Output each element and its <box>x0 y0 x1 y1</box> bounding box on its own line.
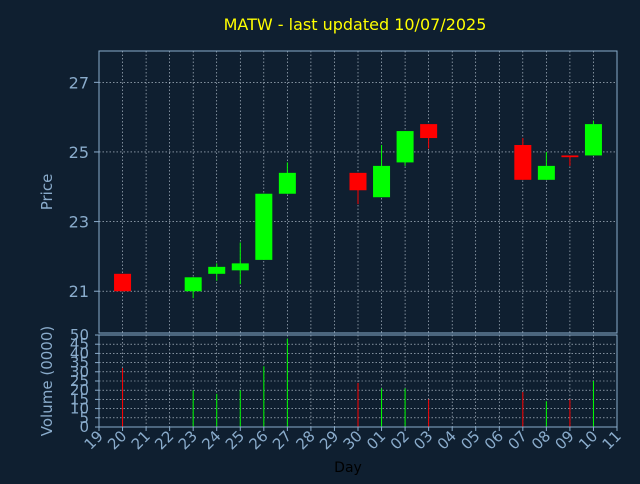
x-tick-label: 27 <box>269 427 295 453</box>
candle-body <box>114 273 132 292</box>
x-tick-label: 24 <box>198 427 224 453</box>
candle <box>114 273 132 292</box>
volume-y-tick-label: 15 <box>70 390 89 408</box>
volume-y-tick-label: 40 <box>70 344 89 362</box>
candle-body <box>231 263 249 271</box>
x-tick-label: 10 <box>575 427 601 453</box>
x-tick-label: 25 <box>222 427 248 453</box>
candle <box>420 124 438 149</box>
volume-y-tick-label: 30 <box>70 363 89 381</box>
candle-body <box>208 266 226 274</box>
candle <box>396 131 414 166</box>
candle <box>231 242 249 285</box>
x-tick-label: 02 <box>387 427 413 453</box>
price-panel: 21 23 25 27 <box>69 50 618 334</box>
candle <box>278 162 296 194</box>
candle <box>537 151 555 180</box>
candle-body <box>396 131 414 163</box>
candle <box>514 138 532 180</box>
candle-body <box>184 277 202 292</box>
candle <box>561 155 579 166</box>
candle <box>184 277 202 299</box>
x-tick-label: 04 <box>434 427 460 453</box>
price-frame <box>98 50 618 334</box>
candle-body <box>278 172 296 194</box>
candle <box>208 263 226 281</box>
volume-y-tick-label: 10 <box>70 400 89 418</box>
x-tick-label: 30 <box>340 427 366 453</box>
volume-y-tick-label: 35 <box>70 354 89 372</box>
volume-y-tick-label: 5 <box>79 409 89 427</box>
candle-body <box>514 145 532 180</box>
x-axis-label: Day <box>334 460 362 476</box>
candle-body <box>373 165 391 198</box>
price-y-tick-label: 25 <box>69 143 89 162</box>
candle-body <box>255 193 273 260</box>
volume-y-tick-label: 25 <box>70 372 89 390</box>
volume-y-tick-label: 45 <box>70 335 89 353</box>
candle-body <box>537 165 555 180</box>
x-tick-label: 05 <box>457 427 483 453</box>
x-tick-label: 07 <box>504 427 530 453</box>
candle-body <box>349 172 367 191</box>
volume-y-tick-label: 0 <box>79 418 89 436</box>
x-tick-label: 11 <box>599 427 625 453</box>
candle-body <box>584 124 602 156</box>
volume-y-tick-label: 20 <box>70 381 89 399</box>
price-axis-label: Price <box>38 174 56 211</box>
price-y-tick-label: 21 <box>69 282 89 301</box>
candle-body <box>420 124 438 139</box>
candle-body <box>561 155 579 158</box>
candle <box>255 193 273 260</box>
volume-y-tick-label: 50 <box>70 326 89 344</box>
price-y-tick-label: 27 <box>69 73 89 92</box>
x-tick-label: 09 <box>552 427 578 453</box>
x-tick-label: 20 <box>104 427 130 453</box>
candle <box>584 120 602 156</box>
x-tick-label: 23 <box>175 427 201 453</box>
x-tick-label: 28 <box>293 427 319 453</box>
price-y-tick-label: 23 <box>69 213 89 232</box>
x-tick-label: 21 <box>128 427 154 453</box>
x-tick-label: 01 <box>363 427 389 453</box>
chart-title: MATW - last updated 10/07/2025 <box>224 15 487 34</box>
x-tick-label: 06 <box>481 427 507 453</box>
x-tick-label: 29 <box>316 427 342 453</box>
volume-panel: 0510152025303540455019202122232425262728… <box>70 326 625 453</box>
x-tick-label: 22 <box>151 427 177 453</box>
volume-axis-label: Volume (0000) <box>38 326 56 436</box>
candle <box>349 172 367 205</box>
x-tick-label: 03 <box>410 427 436 453</box>
x-tick-label: 26 <box>245 427 271 453</box>
x-tick-label: 08 <box>528 427 554 453</box>
candle <box>373 145 391 198</box>
